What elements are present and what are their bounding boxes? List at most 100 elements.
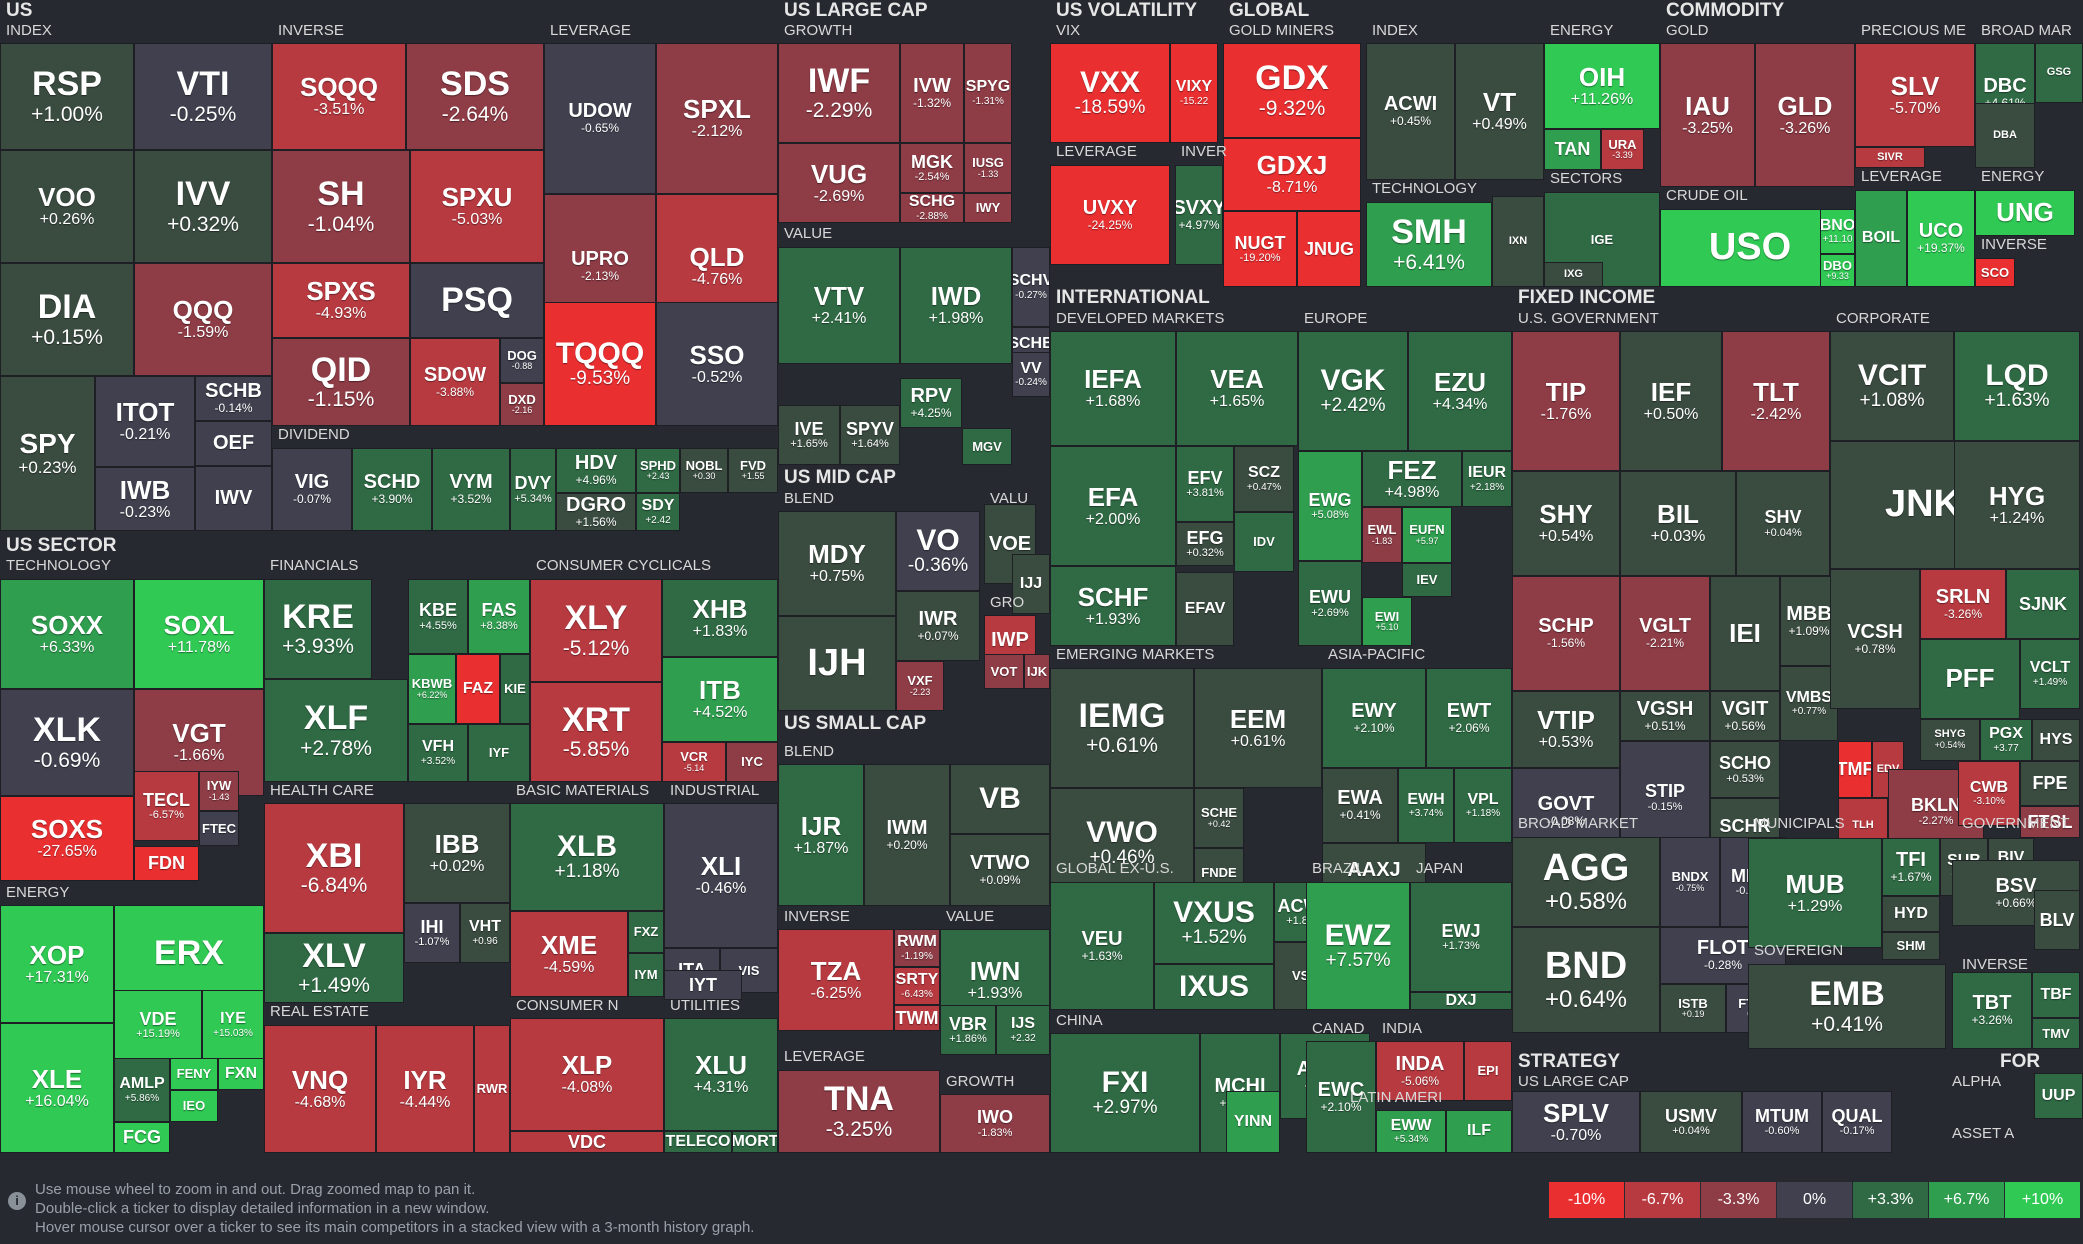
ticker-tile-schv[interactable]: SCHV-0.27% <box>1012 247 1050 327</box>
ticker-tile-schb[interactable]: SCHB-0.14% <box>195 376 272 421</box>
ticker-tile-schg[interactable]: SCHG -2.88% <box>900 193 964 223</box>
ticker-tile-sh[interactable]: SH -1.04% <box>272 150 410 263</box>
ticker-tile-psq[interactable]: PSQ <box>410 263 544 338</box>
ticker-tile-ijj[interactable]: IJJ <box>1012 554 1050 614</box>
ticker-tile-soxs[interactable]: SOXS -27.65% <box>0 796 134 881</box>
ticker-tile-hys[interactable]: HYS <box>2032 719 2080 761</box>
ticker-tile-svxy[interactable]: SVXY+4.97% <box>1175 165 1223 265</box>
ticker-tile-epi[interactable]: EPI <box>1464 1041 1512 1101</box>
ticker-tile-ftec[interactable]: FTEC <box>199 811 239 846</box>
ticker-tile-efa[interactable]: EFA +2.00% <box>1050 446 1176 566</box>
ticker-tile-ibb[interactable]: IBB +0.02% <box>404 803 510 903</box>
ticker-tile-xli[interactable]: XLI -0.46% <box>664 803 778 948</box>
ticker-tile-efav[interactable]: EFAV <box>1176 572 1234 646</box>
ticker-tile-acwi[interactable]: ACWI +0.45% <box>1366 43 1455 180</box>
ticker-tile-sphd[interactable]: SPHD +2.43 <box>636 448 680 493</box>
ticker-tile-mdy[interactable]: MDY +0.75% <box>778 511 896 616</box>
ticker-tile-smh[interactable]: SMH +6.41% <box>1366 202 1492 287</box>
ticker-tile-ijh[interactable]: IJH <box>778 616 896 711</box>
ticker-tile-kbe[interactable]: KBE +4.55% <box>408 579 468 654</box>
ticker-tile-ivv[interactable]: IVV +0.32% <box>134 150 272 263</box>
ticker-tile-qqq[interactable]: QQQ -1.59% <box>134 263 272 376</box>
ticker-tile-vo[interactable]: VO -0.36% <box>896 511 980 591</box>
ticker-tile-dba[interactable]: DBA <box>1975 103 2035 168</box>
ticker-tile-efv[interactable]: EFV +3.81% <box>1176 446 1234 522</box>
ticker-tile-schp[interactable]: SCHP -1.56% <box>1512 576 1620 691</box>
ticker-tile-iwm[interactable]: IWM +0.20% <box>864 764 950 906</box>
ticker-tile-gdx[interactable]: GDX -9.32% <box>1223 43 1361 138</box>
ticker-tile-slv[interactable]: SLV -5.70% <box>1855 43 1975 147</box>
ticker-tile-fvd[interactable]: FVD +1.55 <box>728 448 778 493</box>
ticker-tile-vxf[interactable]: VXF -2.23 <box>896 661 944 711</box>
ticker-tile-vgk[interactable]: VGK +2.42% <box>1298 331 1408 451</box>
ticker-tile-tfi[interactable]: TFI +1.67% <box>1882 838 1940 896</box>
ticker-tile-itot[interactable]: ITOT -0.21% <box>95 376 195 467</box>
ticker-tile-istb[interactable]: ISTB +0.19 <box>1660 984 1726 1033</box>
ticker-tile-dia[interactable]: DIA +0.15% <box>0 263 134 376</box>
ticker-tile-dgro[interactable]: DGRO +1.56% <box>556 493 636 531</box>
ticker-tile-vcsh[interactable]: VCSH +0.78% <box>1830 569 1920 709</box>
ticker-tile-bil[interactable]: BIL +0.03% <box>1620 471 1736 576</box>
ticker-tile-efg[interactable]: EFG +0.32% <box>1176 522 1234 566</box>
ticker-tile-vbr[interactable]: VBR +1.86% <box>940 1005 996 1055</box>
ticker-tile-tbf[interactable]: TBF <box>2032 972 2080 1018</box>
ticker-tile-vde[interactable]: VDE +15.19% <box>114 990 202 1060</box>
ticker-tile-idv[interactable]: IDV <box>1234 512 1294 572</box>
ticker-tile-qid[interactable]: QID -1.15% <box>272 338 410 426</box>
ticker-tile-ixg[interactable]: IXG <box>1544 262 1603 287</box>
ticker-tile-xop[interactable]: XOP +17.31% <box>0 905 114 1023</box>
ticker-tile-fpe[interactable]: FPE <box>2020 761 2080 806</box>
ticker-tile-ewu[interactable]: EWU +2.69% <box>1298 561 1362 646</box>
ticker-tile-spyg[interactable]: SPYG -1.31% <box>964 43 1012 143</box>
ticker-tile-vug[interactable]: VUG -2.69% <box>778 143 900 223</box>
ticker-tile-xly[interactable]: XLY -5.12% <box>530 579 662 682</box>
ticker-tile-iefa[interactable]: IEFA +1.68% <box>1050 331 1176 446</box>
ticker-tile-vb[interactable]: VB <box>950 764 1050 834</box>
ticker-tile-ixus[interactable]: IXUS <box>1154 964 1274 1010</box>
ticker-tile-dbo[interactable]: DBO +9.33 <box>1820 254 1855 287</box>
ticker-tile-hyg[interactable]: HYG +1.24% <box>1954 441 2080 569</box>
ticker-tile-rwm[interactable]: RWM -1.19% <box>894 929 940 967</box>
ticker-tile-iwv[interactable]: IWV <box>195 466 272 531</box>
ticker-tile-tmf[interactable]: TMF <box>1838 741 1872 798</box>
ticker-tile-spxs[interactable]: SPXS -4.93% <box>272 263 410 338</box>
ticker-tile-shv[interactable]: SHV +0.04% <box>1736 471 1830 576</box>
ticker-tile-xme[interactable]: XME -4.59% <box>510 911 628 997</box>
ticker-tile-fcg[interactable]: FCG <box>114 1122 170 1153</box>
ticker-tile-vmbs[interactable]: VMBS +0.77% <box>1780 666 1838 741</box>
ticker-tile-ihi[interactable]: IHI -1.07% <box>404 903 460 963</box>
ticker-tile-ewj[interactable]: EWJ +1.73% <box>1410 882 1512 992</box>
ticker-tile-jnug[interactable]: JNUG <box>1297 211 1361 287</box>
ticker-tile-uso[interactable]: USO <box>1660 209 1840 287</box>
ticker-tile-blv[interactable]: BLV <box>2034 890 2080 950</box>
ticker-tile-ewy[interactable]: EWY +2.10% <box>1322 668 1426 768</box>
ticker-tile-tlt[interactable]: TLT -2.42% <box>1722 331 1830 471</box>
ticker-tile-xbi[interactable]: XBI -6.84% <box>264 803 404 933</box>
ticker-tile-ewl[interactable]: EWL -1.83 <box>1362 507 1402 563</box>
ticker-tile-bno[interactable]: BNO +11.10 <box>1820 209 1855 254</box>
ticker-tile-xrt[interactable]: XRT -5.85% <box>530 682 662 782</box>
ticker-tile-sqqq[interactable]: SQQQ -3.51% <box>272 43 406 150</box>
ticker-tile-vht[interactable]: VHT +0.96 <box>460 903 510 963</box>
ticker-tile-xlf[interactable]: XLF +2.78% <box>264 679 408 782</box>
ticker-tile-spxl[interactable]: SPXL -2.12% <box>656 43 778 194</box>
ticker-tile-vfh[interactable]: VFH +3.52% <box>408 724 468 782</box>
ticker-tile-erx[interactable]: ERX <box>114 905 264 1002</box>
ticker-tile-eww[interactable]: EWW +5.34% <box>1376 1110 1446 1153</box>
ticker-tile-itb[interactable]: ITB +4.52% <box>662 657 778 742</box>
ticker-tile-iyt[interactable]: IYT <box>664 970 742 1000</box>
ticker-tile-iwr[interactable]: IWR +0.07% <box>896 591 980 661</box>
ticker-tile-bnd[interactable]: BND +0.64% <box>1512 927 1660 1033</box>
ticker-tile-shm[interactable]: SHM <box>1882 932 1940 960</box>
ticker-tile-ive[interactable]: IVE +1.65% <box>778 405 840 465</box>
ticker-tile-rpv[interactable]: RPV +4.25% <box>900 378 962 428</box>
ticker-tile-veu[interactable]: VEU +1.63% <box>1050 882 1154 1010</box>
ticker-tile-gsg[interactable]: GSG <box>2035 43 2083 103</box>
ticker-tile-mtum[interactable]: MTUM -0.60% <box>1742 1091 1822 1153</box>
ticker-tile-usmv[interactable]: USMV +0.04% <box>1640 1091 1742 1153</box>
ticker-tile-nobl[interactable]: NOBL +0.30 <box>680 448 728 493</box>
ticker-tile-vxx[interactable]: VXX -18.59% <box>1050 43 1170 143</box>
ticker-tile-iyr[interactable]: IYR -4.44% <box>376 1025 474 1153</box>
ticker-tile-uco[interactable]: UCO +19.37% <box>1907 190 1975 287</box>
ticker-tile-oih[interactable]: OIH +11.26% <box>1544 43 1660 129</box>
